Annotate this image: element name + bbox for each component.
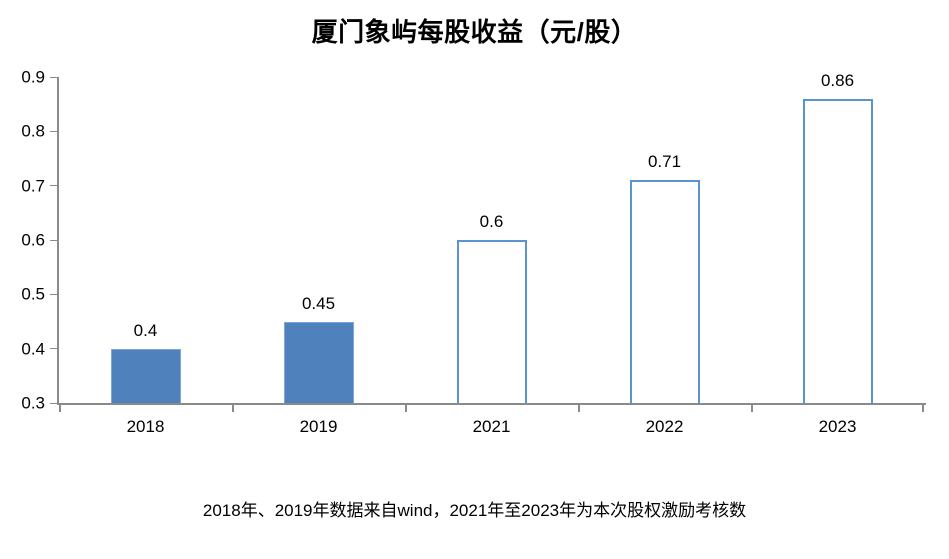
x-axis-tick-4 (751, 405, 753, 412)
x-axis-line (57, 403, 926, 405)
y-axis-label-0.6: 0.6 (21, 230, 45, 250)
bar-2019 (283, 321, 354, 403)
value-label-2018: 0.4 (133, 320, 158, 340)
value-label-2021: 0.6 (479, 212, 504, 231)
source-footnote: 2018年、2019年数据来自wind，2021年至2023年为本次股权激励考核… (202, 501, 747, 520)
x-axis-tick-5 (922, 405, 924, 412)
x-axis-tick-2 (405, 405, 407, 412)
y-axis-label-0.8: 0.8 (21, 121, 45, 141)
chart-title: 厦门象屿每股收益（元/股） (311, 17, 638, 47)
y-axis-tick-0.3 (50, 402, 57, 404)
bar-2023 (802, 98, 873, 403)
y-axis-tick-0.8 (50, 130, 57, 132)
y-axis-line (57, 77, 59, 405)
y-axis-tick-0.9 (50, 76, 57, 78)
bar-2018 (110, 348, 181, 403)
bar-2021 (456, 240, 527, 403)
y-axis-label-0.3: 0.3 (21, 393, 45, 413)
y-axis-tick-0.6 (50, 239, 57, 241)
value-label-2019: 0.45 (301, 293, 336, 313)
y-axis-tick-0.5 (50, 293, 57, 295)
x-axis-label-2021: 2021 (472, 417, 511, 436)
x-axis-label-2019: 2019 (299, 417, 338, 436)
y-axis-label-0.7: 0.7 (21, 176, 45, 196)
bar-2022 (629, 180, 700, 403)
x-axis-label-2022: 2022 (645, 417, 684, 436)
plot-area: 0.9 0.8 0.7 0.6 0.5 0.4 0.3 0.4 2018 0.45 2019 0.6 2… (21, 69, 926, 436)
value-label-2022: 0.71 (647, 152, 682, 172)
y-axis-label-0.9: 0.9 (21, 67, 45, 87)
y-axis-label-0.5: 0.5 (21, 284, 45, 304)
value-label-2023: 0.86 (820, 70, 855, 90)
x-axis-label-2018: 2018 (126, 417, 165, 436)
x-axis-tick-1 (232, 405, 234, 412)
x-axis-tick-3 (578, 405, 580, 412)
x-axis-tick-0 (59, 405, 61, 412)
y-axis-tick-0.4 (50, 348, 57, 350)
x-axis-label-2023: 2023 (818, 417, 857, 436)
y-axis-label-0.4: 0.4 (21, 339, 45, 359)
y-axis-tick-0.7 (50, 185, 57, 187)
